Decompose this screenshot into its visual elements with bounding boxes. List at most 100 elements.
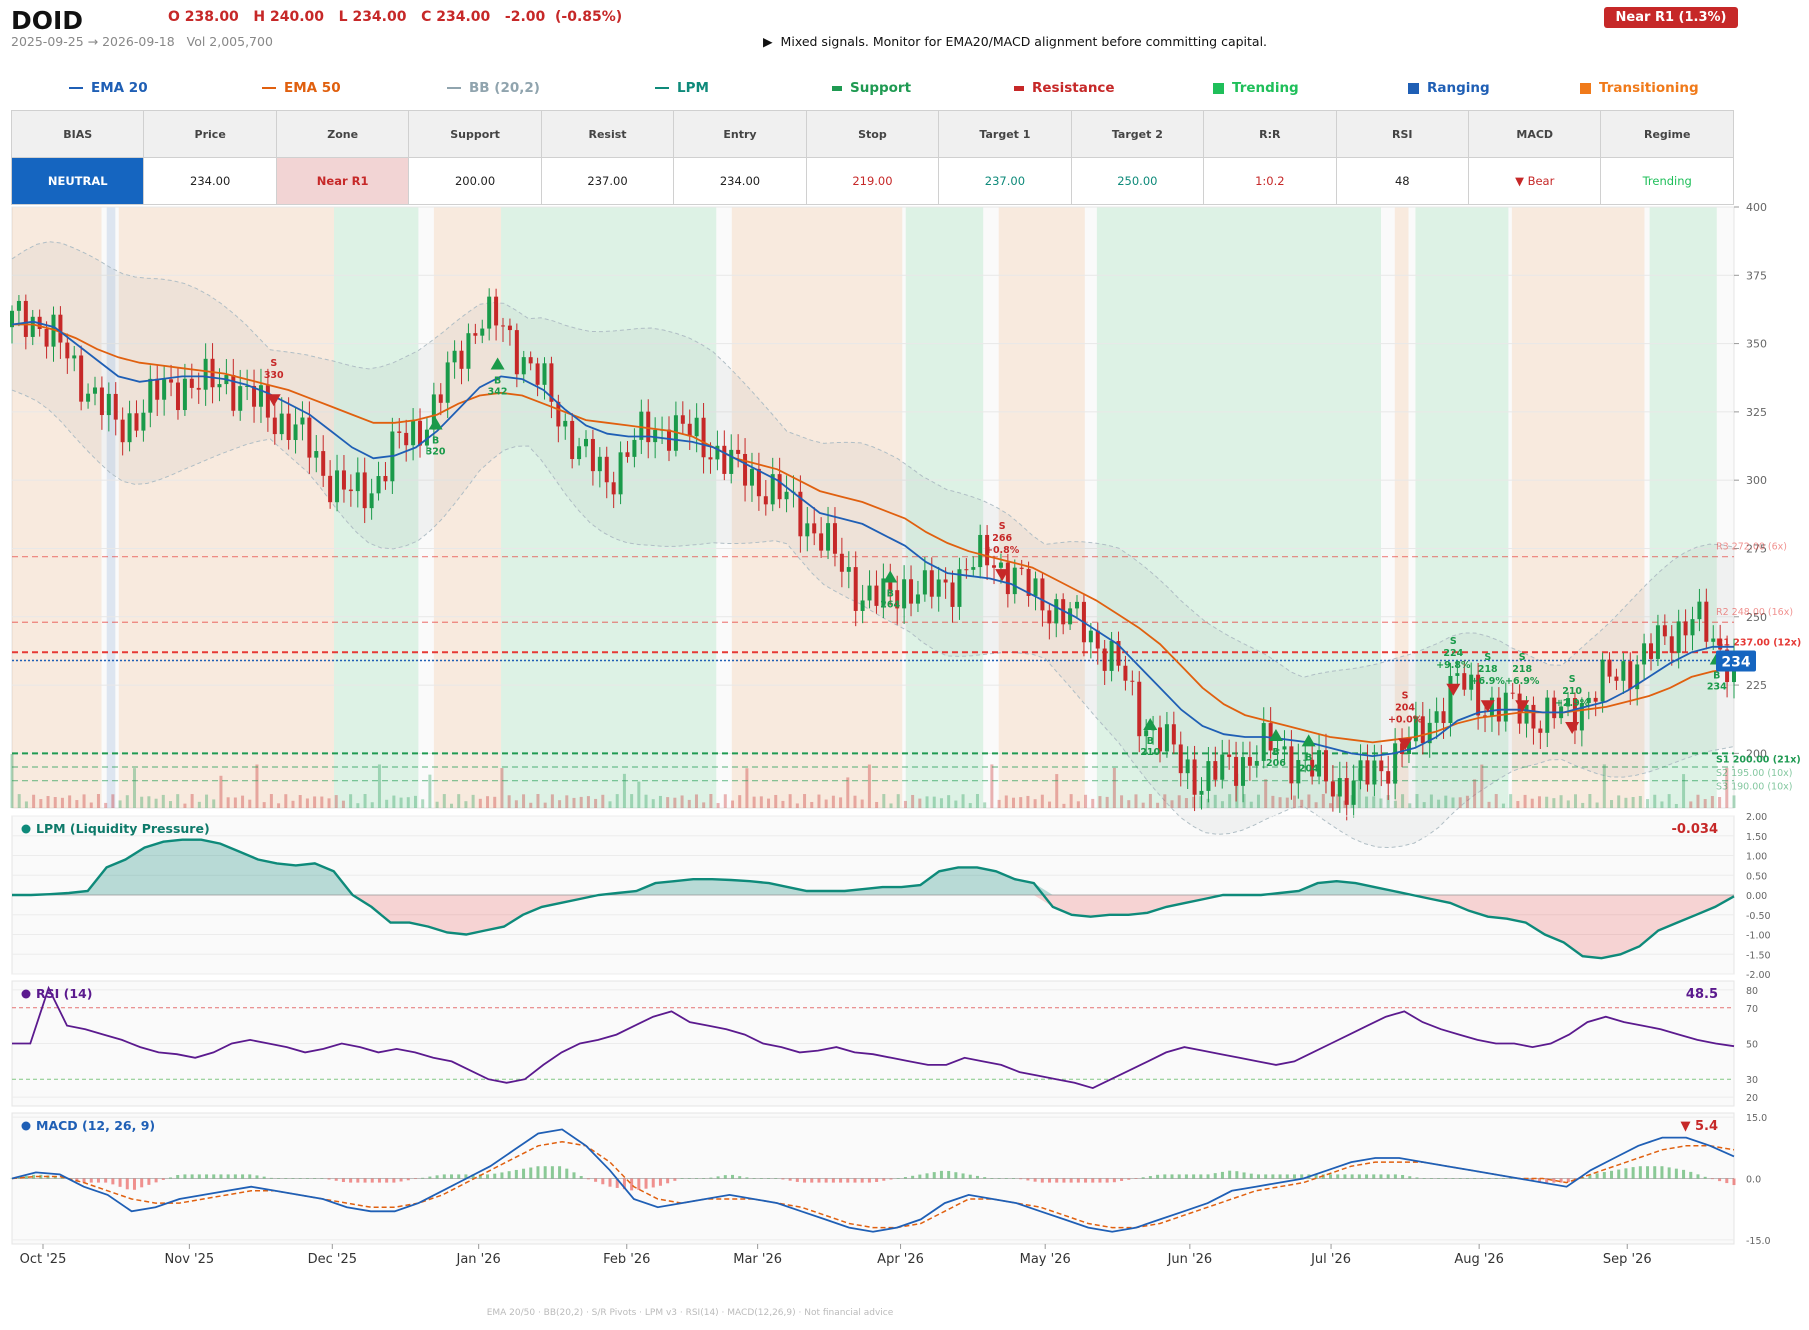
volume-bar xyxy=(1422,802,1426,808)
candle-body xyxy=(618,452,623,495)
macd-histogram-bar xyxy=(399,1178,403,1182)
support-label: S3 190.00 (10x) xyxy=(1716,782,1792,793)
volume-bar xyxy=(1509,794,1513,808)
volume-bar xyxy=(1357,768,1361,808)
volume-bar xyxy=(233,797,237,808)
volume-bar xyxy=(738,795,742,808)
candle-body xyxy=(1351,780,1356,805)
volume-bar xyxy=(125,795,129,808)
candle-body xyxy=(1718,638,1723,650)
macd-histogram-bar xyxy=(161,1178,165,1180)
macd-histogram-bar xyxy=(932,1172,936,1179)
candle-body xyxy=(293,424,298,441)
rsi-tick-label: 70 xyxy=(1746,1004,1758,1015)
volume-bar xyxy=(788,794,792,808)
macd-histogram-bar xyxy=(853,1178,857,1183)
volume-bar xyxy=(1206,798,1210,808)
candle-body xyxy=(307,417,312,458)
candle-body xyxy=(1247,757,1252,766)
candle-body xyxy=(252,385,257,407)
resistance-label: R1 237.00 (12x) xyxy=(1716,637,1801,648)
candle-body xyxy=(1455,673,1460,676)
candle-body xyxy=(507,325,512,331)
macd-histogram-bar xyxy=(219,1174,223,1179)
line-marker-icon xyxy=(655,87,669,89)
volume-bar xyxy=(1365,796,1369,808)
candle-body xyxy=(514,330,519,375)
signal-label: 224 xyxy=(1443,648,1463,659)
candle-body xyxy=(1171,724,1176,745)
candle-body xyxy=(798,491,803,537)
macd-histogram-bar xyxy=(774,1178,778,1179)
candle-body xyxy=(459,350,464,369)
candle-body xyxy=(1026,568,1031,596)
rsi-tick-label: 30 xyxy=(1746,1075,1758,1086)
macd-histogram-bar xyxy=(1660,1166,1664,1179)
candle-body xyxy=(1503,692,1508,722)
macd-histogram-bar xyxy=(1480,1178,1484,1179)
macd-histogram-bar xyxy=(1004,1178,1008,1179)
volume-bar xyxy=(1084,794,1088,808)
table-value-cell: 234.00 xyxy=(673,157,807,205)
candle-body xyxy=(577,446,582,460)
square-marker-icon xyxy=(1213,82,1224,94)
volume-bar xyxy=(1458,797,1462,808)
macd-histogram-bar xyxy=(1725,1178,1729,1184)
macd-histogram-bar xyxy=(738,1176,742,1179)
candle-body xyxy=(1047,610,1052,624)
volume-bar xyxy=(1314,802,1318,808)
price-tick-label: 225 xyxy=(1746,679,1767,692)
volume-bar xyxy=(709,794,713,808)
dash-marker-icon xyxy=(832,85,842,91)
macd-histogram-bar xyxy=(839,1178,843,1183)
macd-histogram-bar xyxy=(896,1178,900,1179)
volume-bar xyxy=(810,801,814,808)
volume-bar xyxy=(983,802,987,808)
macd-dot-icon xyxy=(21,1121,31,1131)
macd-histogram-bar xyxy=(1184,1174,1188,1179)
macd-histogram-bar xyxy=(637,1178,641,1190)
candle-body xyxy=(1102,648,1107,671)
candle-body xyxy=(286,413,291,440)
lpm-title: LPM (Liquidity Pressure) xyxy=(36,821,210,836)
macd-histogram-bar xyxy=(1350,1174,1354,1179)
legend-item: Trending xyxy=(1213,80,1299,96)
macd-histogram-bar xyxy=(1278,1174,1282,1179)
candle-body xyxy=(10,310,14,328)
volume-bar xyxy=(731,800,735,808)
signal-side: B xyxy=(1713,670,1720,681)
volume-bar xyxy=(1249,801,1253,808)
candle-body xyxy=(58,314,63,343)
volume-bar xyxy=(370,802,374,808)
candle-body xyxy=(1649,643,1654,659)
volume-bar xyxy=(39,799,43,808)
macd-histogram-bar xyxy=(1040,1178,1044,1183)
macd-histogram-bar xyxy=(514,1169,518,1179)
candle-body xyxy=(1607,659,1612,677)
macd-histogram-bar xyxy=(1228,1170,1232,1179)
macd-histogram-bar xyxy=(867,1178,871,1183)
candle-body xyxy=(1310,759,1315,777)
macd-histogram-bar xyxy=(1487,1178,1491,1179)
macd-histogram-bar xyxy=(1177,1174,1181,1179)
signal-side: S xyxy=(999,521,1006,532)
volume-bar xyxy=(1401,794,1405,808)
ema50-line xyxy=(12,323,1735,744)
signal-pct: +6.9% xyxy=(1505,676,1540,687)
volume-bar xyxy=(795,803,799,808)
x-tick-label: Feb '26 xyxy=(603,1252,650,1267)
macd-histogram-bar xyxy=(1069,1178,1073,1183)
table-header-cell: Resist xyxy=(540,110,675,158)
rsi-title: RSI (14) xyxy=(36,986,92,1001)
candle-body xyxy=(1275,749,1280,751)
volume-bar xyxy=(543,802,547,808)
macd-histogram-bar xyxy=(1285,1174,1289,1179)
macd-histogram-bar xyxy=(435,1175,439,1179)
macd-histogram-bar xyxy=(961,1173,965,1179)
candle-body xyxy=(784,491,789,500)
macd-histogram-bar xyxy=(277,1178,281,1179)
macd-histogram-bar xyxy=(205,1174,209,1179)
volume-bar xyxy=(89,802,93,808)
macd-histogram-bar xyxy=(363,1178,367,1183)
candle-body xyxy=(1372,760,1377,785)
